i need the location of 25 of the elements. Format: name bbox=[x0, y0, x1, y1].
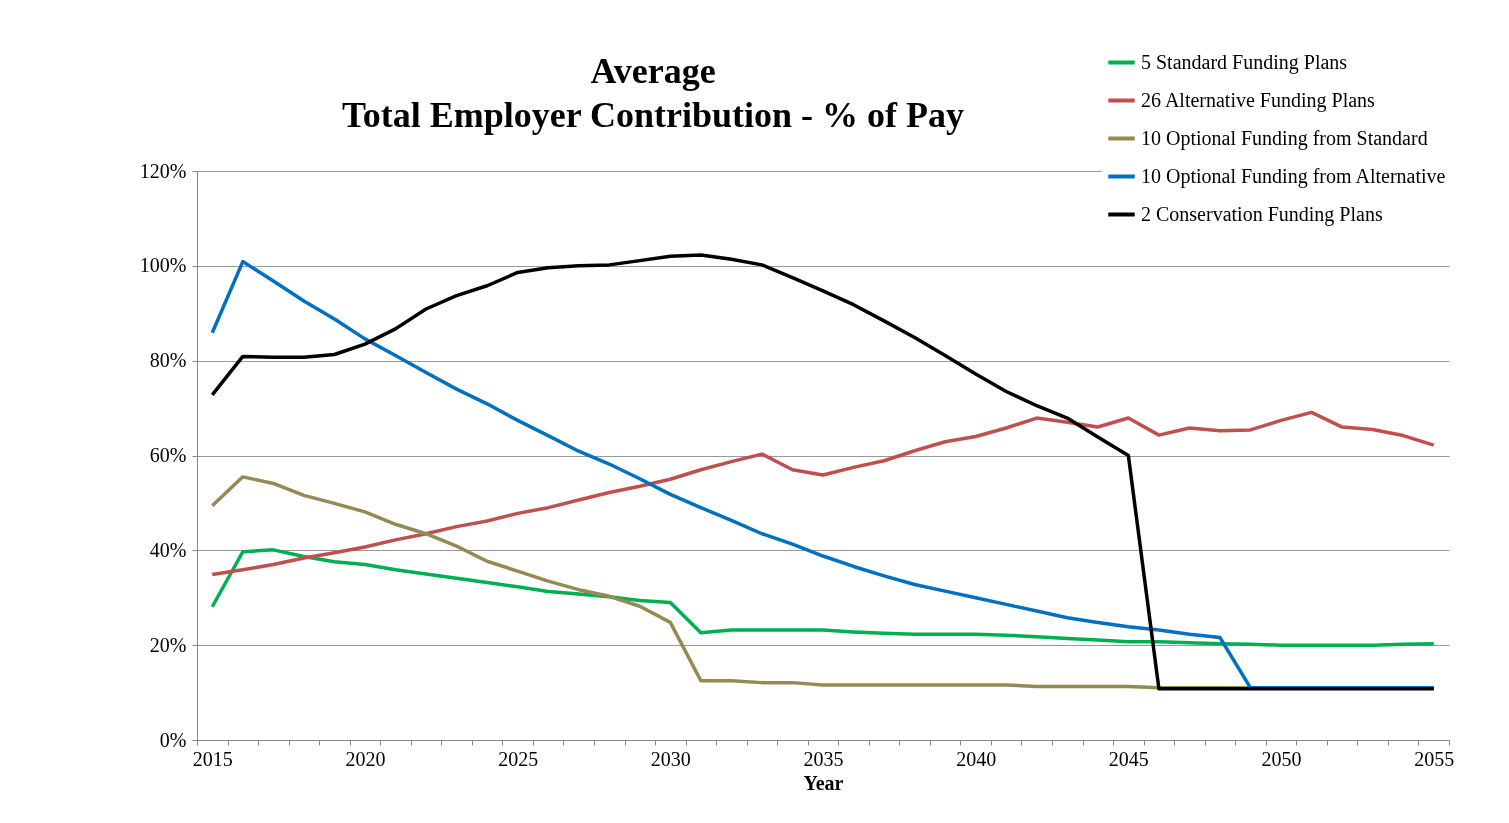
y-tick-label: 60% bbox=[149, 444, 187, 466]
y-tick-label: 120% bbox=[139, 159, 187, 182]
x-axis-title: Year bbox=[803, 771, 844, 794]
y-tick-label: 80% bbox=[149, 349, 187, 372]
y-tick-label: 40% bbox=[149, 538, 187, 561]
legend-label: 5 Standard Funding Plans bbox=[1141, 50, 1348, 74]
y-tick-label: 0% bbox=[159, 728, 187, 751]
x-tick-label: 2030 bbox=[650, 747, 691, 770]
legend-label: 10 Optional Funding from Alternative bbox=[1141, 164, 1446, 188]
y-tick-label: 20% bbox=[149, 633, 187, 656]
legend-label: 10 Optional Funding from Standard bbox=[1141, 126, 1428, 150]
x-tick-label: 2025 bbox=[498, 747, 539, 770]
legend-label: 2 Conservation Funding Plans bbox=[1141, 202, 1383, 226]
line-series bbox=[210, 410, 1436, 577]
x-tick-label: 2045 bbox=[1108, 747, 1149, 770]
chart-title: Average Total Employer Contribution - % of Pay bbox=[341, 51, 965, 135]
x-tick-label: 2055 bbox=[1414, 747, 1455, 770]
x-tick-label: 2050 bbox=[1261, 747, 1302, 770]
legend-label: 26 Alternative Funding Plans bbox=[1141, 88, 1376, 112]
x-tick-label: 2035 bbox=[803, 747, 844, 770]
x-tick-label: 2040 bbox=[956, 747, 997, 770]
y-tick-label: 100% bbox=[139, 254, 187, 277]
x-tick-label: 2020 bbox=[345, 747, 386, 770]
x-tick-label: 2015 bbox=[192, 747, 233, 770]
line-series bbox=[210, 548, 1436, 647]
